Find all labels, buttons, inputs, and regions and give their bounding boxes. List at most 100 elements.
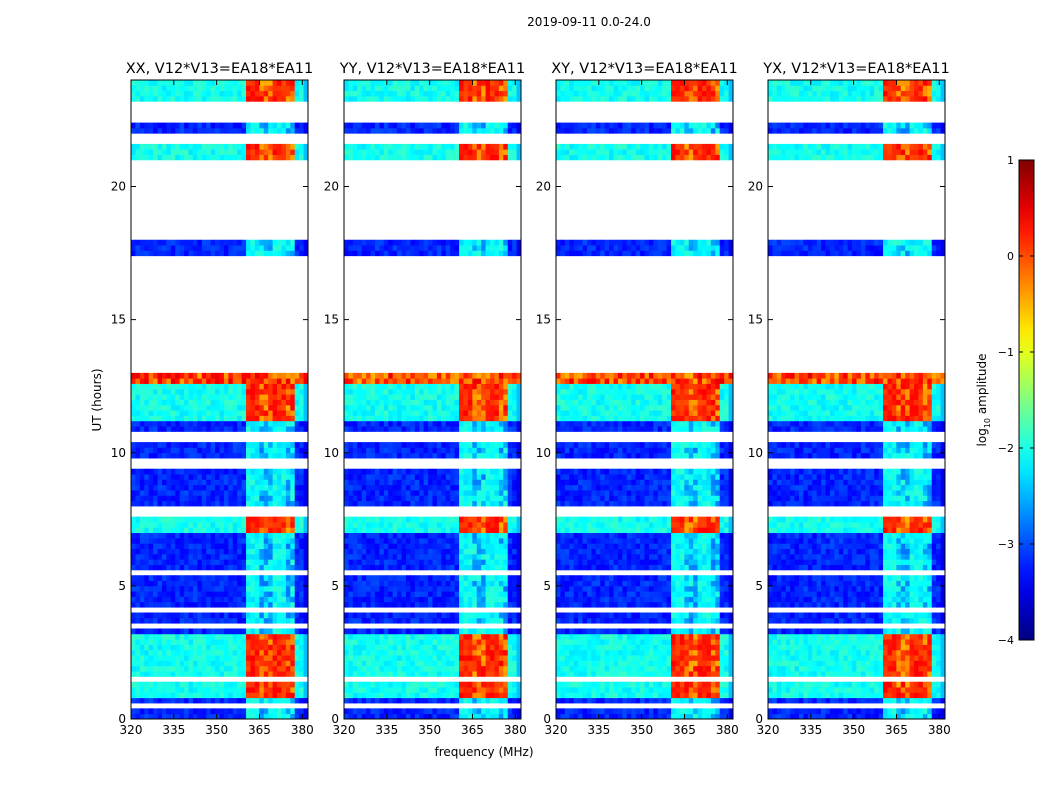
heatmap-cell [277, 490, 282, 496]
heatmap-cell [476, 442, 482, 448]
heatmap-cell [294, 500, 300, 507]
heatmap-cell [246, 378, 251, 384]
heatmap-cell [290, 80, 296, 86]
heatmap-cell [131, 596, 136, 603]
heatmap-cell [192, 580, 198, 587]
heatmap-cell [516, 687, 522, 693]
heatmap-cell [392, 665, 398, 672]
heatmap-cell [374, 687, 380, 693]
heatmap-cell [428, 495, 433, 502]
heatmap-cell [397, 585, 402, 592]
heatmap-cell [467, 580, 473, 587]
heatmap-cell [197, 687, 203, 693]
heatmap-cell [254, 687, 260, 693]
heatmap-cell [170, 410, 176, 416]
heatmap-cell [166, 596, 172, 603]
heatmap-cell [366, 692, 371, 699]
heatmap-cell [285, 649, 291, 656]
heatmap-cell [445, 394, 451, 400]
heatmap-cell [188, 671, 194, 677]
heatmap-cell [503, 585, 509, 592]
heatmap-cell [144, 687, 150, 693]
heatmap-cell [246, 394, 251, 400]
heatmap-cell [454, 665, 460, 672]
heatmap-cell [210, 245, 216, 251]
heatmap-cell [250, 378, 256, 384]
heatmap-cell [397, 601, 402, 608]
heatmap-cell [184, 143, 189, 150]
heatmap-cell [459, 601, 464, 608]
heatmap-cell [144, 527, 150, 534]
heatmap-cell [516, 490, 522, 496]
heatmap-cell [259, 687, 265, 693]
heatmap-cell [348, 612, 354, 619]
heatmap-cell [188, 239, 194, 246]
heatmap-cell [352, 394, 358, 400]
heatmap-cell [237, 671, 243, 677]
heatmap-cell [219, 516, 225, 523]
heatmap-cell [201, 468, 207, 475]
heatmap-cell [206, 559, 212, 565]
heatmap-cell [423, 500, 429, 507]
heatmap-cell [170, 143, 176, 150]
heatmap-cell [516, 692, 522, 699]
heatmap-cell [472, 527, 478, 534]
heatmap-cell [445, 559, 451, 565]
heatmap-cell [170, 378, 176, 384]
heatmap-cell [246, 500, 251, 507]
heatmap-cell [494, 415, 500, 422]
heatmap-cell [441, 447, 447, 454]
heatmap-cell [139, 474, 145, 480]
heatmap-cell [139, 404, 145, 411]
heatmap-cell [241, 580, 247, 587]
heatmap-cell [436, 452, 442, 459]
heatmap-cell [512, 410, 517, 416]
heatmap-cell [201, 404, 207, 411]
heatmap-cell [450, 537, 456, 544]
heatmap-cell [157, 527, 163, 534]
heatmap-cell [135, 85, 141, 92]
heatmap-cell [210, 394, 216, 400]
heatmap-cell [188, 442, 194, 448]
heatmap-cell [131, 601, 136, 608]
heatmap-cell [215, 527, 220, 534]
heatmap-cell [481, 628, 487, 635]
heatmap-cell [428, 612, 433, 619]
heatmap-cell [352, 468, 358, 475]
heatmap-cell [259, 452, 265, 459]
heatmap-cell [272, 426, 278, 432]
heatmap-cell [175, 95, 181, 102]
x-tick-label: 320 [120, 723, 143, 737]
heatmap-cell [166, 612, 172, 619]
heatmap-cell [272, 122, 278, 129]
heatmap-cell [201, 612, 207, 619]
heatmap-cell [223, 372, 229, 379]
heatmap-cell [294, 245, 300, 251]
heatmap-cell [374, 585, 380, 592]
heatmap-cell [401, 580, 407, 587]
heatmap-cell [188, 596, 194, 603]
heatmap-cell [374, 543, 380, 550]
heatmap-cell [290, 537, 296, 544]
heatmap-cell [179, 612, 185, 619]
heatmap-cell [254, 644, 260, 651]
heatmap-cell [294, 426, 300, 432]
heatmap-cell [281, 383, 287, 390]
heatmap-cell [223, 495, 229, 502]
heatmap-cell [303, 537, 309, 544]
heatmap-cell [153, 580, 158, 587]
heatmap-cell [201, 655, 207, 661]
heatmap-cell [210, 442, 216, 448]
heatmap-cell [219, 420, 225, 427]
heatmap-cell [463, 394, 469, 400]
heatmap-cell [361, 708, 367, 715]
heatmap-cell [192, 532, 198, 539]
heatmap-cell [197, 537, 203, 544]
heatmap-cell [397, 617, 402, 624]
heatmap-cell [445, 479, 451, 486]
heatmap-cell [379, 479, 385, 486]
heatmap-cell [348, 639, 354, 645]
heatmap-cell [344, 468, 349, 475]
heatmap-cell [131, 516, 136, 523]
heatmap-cell [485, 378, 491, 384]
